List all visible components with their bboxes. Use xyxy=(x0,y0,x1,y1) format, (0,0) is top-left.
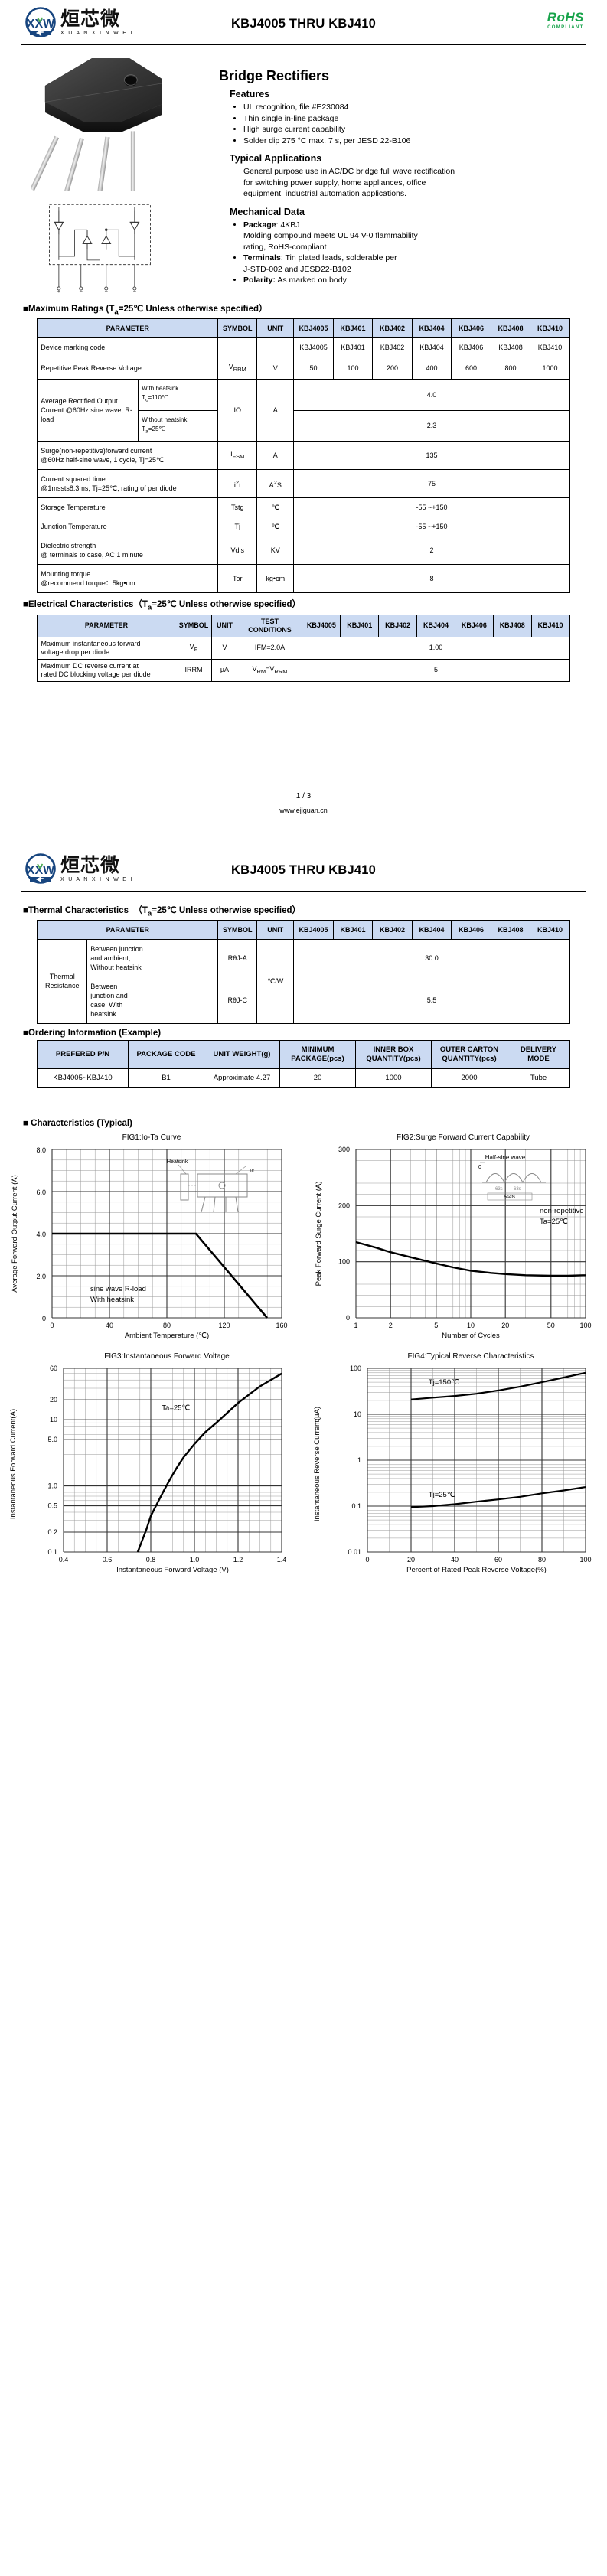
svg-text:63s: 63s xyxy=(514,1187,521,1192)
svg-text:120: 120 xyxy=(218,1322,230,1329)
svg-text:6.0: 6.0 xyxy=(36,1189,46,1196)
svg-text:Tc: Tc xyxy=(249,1169,255,1174)
svg-text:1: 1 xyxy=(354,1322,357,1329)
svg-text:Half-sine wave: Half-sine wave xyxy=(485,1154,525,1161)
svg-text:0.6: 0.6 xyxy=(103,1556,113,1564)
svg-text:10: 10 xyxy=(466,1322,474,1329)
svg-text:0.2: 0.2 xyxy=(47,1528,57,1536)
svg-text:0.4: 0.4 xyxy=(59,1556,69,1564)
svg-text:0: 0 xyxy=(365,1556,369,1564)
svg-text:2.0: 2.0 xyxy=(36,1273,46,1280)
svg-text:Ambient Temperature (℃): Ambient Temperature (℃) xyxy=(125,1332,209,1340)
svg-text:FIG2:Surge Forward Current Cap: FIG2:Surge Forward Current Capability xyxy=(397,1133,530,1142)
svg-text:2: 2 xyxy=(388,1322,392,1329)
svg-text:Ta=25℃: Ta=25℃ xyxy=(540,1218,568,1226)
svg-text:100: 100 xyxy=(338,1258,349,1266)
svg-text:4.0: 4.0 xyxy=(36,1231,46,1238)
svg-text:FIG1:Io-Ta Curve: FIG1:Io-Ta Curve xyxy=(122,1133,181,1142)
svg-text:60: 60 xyxy=(50,1365,57,1372)
svg-text:1.0: 1.0 xyxy=(190,1556,200,1564)
svg-text:5sets: 5sets xyxy=(504,1195,514,1200)
svg-text:non-repetitive: non-repetitive xyxy=(540,1207,584,1215)
svg-text:60: 60 xyxy=(494,1556,501,1564)
svg-text:1: 1 xyxy=(357,1456,361,1464)
svg-text:−: − xyxy=(133,288,136,293)
svg-text:Tj=150℃: Tj=150℃ xyxy=(428,1378,459,1387)
svg-text:100: 100 xyxy=(579,1556,591,1564)
svg-text:Instantaneous Forward Voltage: Instantaneous Forward Voltage (V) xyxy=(116,1566,229,1574)
svg-text:Instantaneous Reverse Current(: Instantaneous Reverse Current(µA) xyxy=(313,1407,321,1521)
svg-text:Instantaneous Forward Current(: Instantaneous Forward Current(A) xyxy=(9,1409,18,1519)
svg-text:0.01: 0.01 xyxy=(348,1548,361,1556)
svg-text:Tj=25℃: Tj=25℃ xyxy=(428,1491,455,1499)
svg-text:With heatsink: With heatsink xyxy=(90,1296,134,1304)
svg-text:63s: 63s xyxy=(495,1187,503,1192)
svg-text:0.1: 0.1 xyxy=(351,1502,361,1510)
svg-text:Peak Forward Surge Current (A): Peak Forward Surge Current (A) xyxy=(315,1182,323,1286)
svg-text:40: 40 xyxy=(106,1322,113,1329)
svg-text:0: 0 xyxy=(345,1314,349,1322)
svg-text:0.1: 0.1 xyxy=(47,1548,57,1556)
svg-text:Percent of Rated Peak Reverse: Percent of Rated Peak Reverse Voltage(%) xyxy=(406,1566,547,1574)
svg-text:Number of Cycles: Number of Cycles xyxy=(442,1332,500,1340)
svg-text:+: + xyxy=(57,288,60,293)
svg-text:Heatsink: Heatsink xyxy=(167,1159,188,1165)
svg-text:100: 100 xyxy=(579,1322,591,1329)
svg-text:200: 200 xyxy=(338,1202,349,1209)
svg-text:0: 0 xyxy=(42,1315,46,1322)
svg-text:160: 160 xyxy=(276,1322,287,1329)
svg-text:sine wave R-load: sine wave R-load xyxy=(90,1285,146,1293)
svg-text:20: 20 xyxy=(50,1396,57,1404)
svg-text:0.5: 0.5 xyxy=(47,1502,57,1509)
svg-text:50: 50 xyxy=(547,1322,554,1329)
svg-text:Ta=25℃: Ta=25℃ xyxy=(162,1404,190,1412)
svg-text:300: 300 xyxy=(338,1146,349,1153)
svg-text:FIG3:Instantaneous Forward Vol: FIG3:Instantaneous Forward Voltage xyxy=(104,1352,230,1361)
svg-text:1.2: 1.2 xyxy=(233,1556,243,1564)
svg-text:80: 80 xyxy=(537,1556,545,1564)
svg-text:0: 0 xyxy=(50,1322,54,1329)
svg-text:10: 10 xyxy=(50,1416,57,1423)
svg-text:1.4: 1.4 xyxy=(277,1556,287,1564)
svg-text:20: 20 xyxy=(501,1322,509,1329)
svg-text:40: 40 xyxy=(450,1556,458,1564)
svg-text:5: 5 xyxy=(434,1322,438,1329)
svg-text:~: ~ xyxy=(80,288,83,293)
svg-text:~: ~ xyxy=(105,288,108,293)
svg-text:8.0: 8.0 xyxy=(36,1146,46,1154)
svg-text:100: 100 xyxy=(349,1365,361,1372)
svg-text:Average Forward Output Current: Average Forward Output Current (A) xyxy=(11,1175,19,1292)
svg-text:0: 0 xyxy=(478,1165,481,1170)
svg-text:5.0: 5.0 xyxy=(47,1436,57,1443)
svg-text:20: 20 xyxy=(406,1556,414,1564)
svg-text:80: 80 xyxy=(163,1322,171,1329)
svg-text:10: 10 xyxy=(353,1410,361,1418)
svg-text:1.0: 1.0 xyxy=(47,1482,57,1489)
svg-text:FIG4:Typical Reverse Character: FIG4:Typical Reverse Characteristics xyxy=(407,1352,534,1361)
svg-text:0.8: 0.8 xyxy=(146,1556,156,1564)
